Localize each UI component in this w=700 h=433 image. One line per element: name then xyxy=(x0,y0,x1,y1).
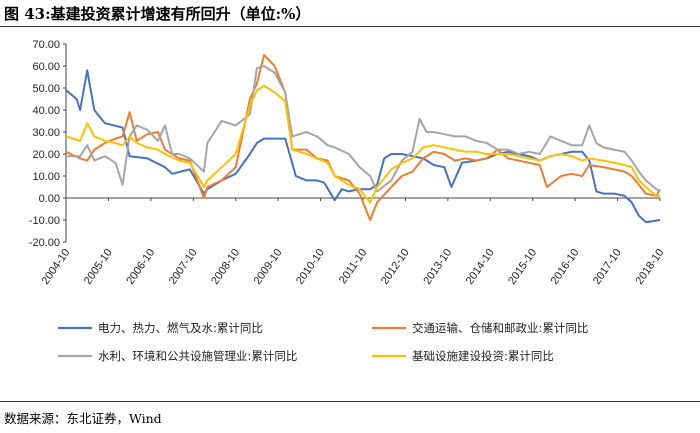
y-tick-label: 50.00 xyxy=(32,83,60,95)
legend-label-2: 交通运输、仓储和邮政业:累计同比 xyxy=(412,321,588,335)
x-tick-label: 2016-10 xyxy=(549,247,582,287)
y-tick-label: 30.00 xyxy=(32,127,60,139)
legend-label-1: 电力、热力、燃气及水:累计同比 xyxy=(98,321,263,335)
x-tick-label: 2011-10 xyxy=(337,247,370,286)
series-line-4 xyxy=(65,84,660,204)
source-divider xyxy=(0,401,700,402)
y-tick-label: 10.00 xyxy=(32,171,60,183)
legend-label-4: 基础设施建设投资:累计同比 xyxy=(412,349,554,363)
series-line-3 xyxy=(66,65,661,193)
x-tick-label: 2005-10 xyxy=(82,247,115,287)
title-divider xyxy=(0,26,700,27)
x-tick-label: 2014-10 xyxy=(464,247,497,287)
y-tick-label: 0.00 xyxy=(39,193,60,205)
y-tick-label: 60.00 xyxy=(32,61,60,73)
x-tick-label: 2007-10 xyxy=(167,247,200,287)
series-line-1 xyxy=(65,69,661,224)
y-tick-label: -10.00 xyxy=(29,215,60,227)
y-tick-label: 70.00 xyxy=(32,39,60,51)
series-line-2 xyxy=(65,54,661,221)
x-tick-label: 2004-10 xyxy=(39,247,72,287)
x-tick-label: 2010-10 xyxy=(294,247,327,287)
figure-title: 图 43:基建投资累计增速有所回升（单位:%） xyxy=(4,5,311,23)
y-tick-label: 20.00 xyxy=(32,149,60,161)
chart-axes: 70.00 60.00 50.00 40.00 30.00 20.00 10.00 0.00 -… xyxy=(29,39,667,287)
chart-legend: 电力、热力、燃气及水:累计同比 交通运输、仓储和邮政业:累计同比水利、环境和公共设… xyxy=(58,321,588,363)
legend-label-3: 水利、环境和公共设施管理业:累计同比 xyxy=(98,349,297,363)
chart-series xyxy=(65,54,661,224)
x-tick-label: 2018-10 xyxy=(633,247,666,287)
x-tick-label: 2009-10 xyxy=(252,247,285,287)
x-tick-label: 2015-10 xyxy=(506,247,539,287)
source-note: 数据来源：东北证券，Wind xyxy=(4,411,162,426)
x-tick-label: 2008-10 xyxy=(209,247,242,287)
x-tick-label: 2013-10 xyxy=(421,247,454,287)
y-tick-label: -20.00 xyxy=(29,237,60,249)
x-tick-label: 2017-10 xyxy=(591,247,624,287)
y-tick-label: 40.00 xyxy=(32,105,60,117)
x-tick-label: 2006-10 xyxy=(124,247,157,287)
x-tick-label: 2012-10 xyxy=(379,247,412,287)
